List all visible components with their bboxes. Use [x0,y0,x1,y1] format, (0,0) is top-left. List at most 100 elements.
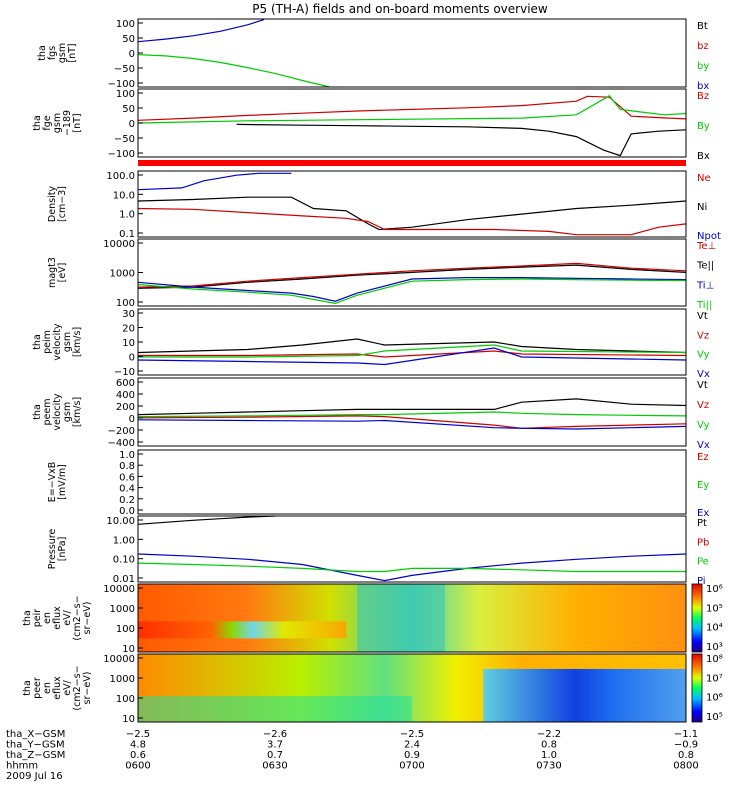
panel-frame [137,170,687,238]
y-tick-label: −50 [114,134,135,145]
legend-by: by [697,61,709,72]
y-tick-label: 100 [116,298,135,309]
y-tick-label: 0 [129,49,135,60]
y-tick-label: 200 [116,402,135,413]
colorbar-label: 10⁶ [706,693,723,704]
legend-Ti||: Ti|| [696,300,712,311]
series-line-Ne [137,207,687,236]
y-axis-label: [mV/m] [57,464,68,500]
xaxis-date: 2009 Jul 16 [6,771,63,782]
colorbar [691,583,703,653]
legend-Vt: Vt [697,311,708,322]
legend-Ez: Ez [697,452,709,463]
y-tick-label: 50 [122,104,135,115]
y-tick-label: −50 [114,64,135,75]
series-line-Bx [236,123,687,157]
y-axis-label: tha [37,45,48,61]
series-line-by [137,54,330,88]
xaxis-value: 0.8 [678,750,694,761]
legend-Vz: Vz [697,330,709,341]
xaxis-value: −1.1 [674,729,698,740]
y-axis-label: peir [32,609,43,628]
y-tick-label: 1.00 [113,535,135,546]
legend-Bt: Bt [697,21,708,32]
y-axis-label: −189 [62,110,73,136]
y-tick-label: 0 [129,353,135,364]
panel-1: 100 50 0 −50 −100 tha fgs gsm [nT] Bt bz by bx [37,18,709,92]
legend-By: By [697,121,710,132]
panel-2: 100 50 0 −50 −100 tha fge gsm −189 [nT] Bz By Bx [32,88,710,162]
series-line-Pe [137,562,686,573]
panel-10: 10⁸ 10⁷ 10⁶ 10⁵ 10000 1000 100 10 tha peer en eflux… [22,653,723,725]
xaxis-row-label: tha_Y−GSM [6,740,65,751]
y-axis-label: tha [32,404,43,420]
electron-spectrogram-low [483,668,686,722]
y-axis-label: Pressure [47,529,58,570]
series-line-Npot [137,172,292,191]
y-tick-label: 400 [116,390,135,401]
legend-bx: bx [697,81,709,92]
y-axis-label: tha [32,334,43,350]
y-tick-label: 0.0 [119,506,135,517]
y-axis-label: (cm2−s− [72,665,83,710]
legend-Te⊥: Te⊥ [696,241,716,252]
xaxis-row-label: tha_X−GSM [6,729,65,740]
series-line-Te⊥ [137,262,687,288]
y-tick-label: 10000 [103,654,135,665]
y-tick-label: 30 [122,309,135,320]
y-axis-label: peer [32,677,43,699]
colorbar-label: 10⁴ [706,623,723,634]
y-tick-label: −100 [108,79,135,90]
y-tick-label: 10000 [103,584,135,595]
panel-8: 10.00 1.00 0.10 0.01 Pressure [nPa] Pt Pb Pe Pi [47,515,709,587]
legend-Ex: Ex [697,508,709,519]
separator-bar [138,160,686,166]
y-tick-label: 10 [122,644,135,655]
y-axis-label: [eV] [57,263,68,283]
y-axis-label: peim [42,330,53,354]
y-tick-label: 1.0 [119,210,135,221]
panel-frame [137,653,687,723]
y-axis-label: E=−VxB [47,462,58,503]
y-axis-label: [nT] [67,43,78,62]
colorbar-label: 10³ [706,642,723,653]
xaxis-value: 3.7 [267,740,283,751]
legend-Pi: Pi [697,576,706,587]
panel-frame [137,18,687,88]
legend-Vy: Vy [697,420,710,431]
series-line-Ni [137,196,687,231]
series-line-Pi [137,553,687,582]
y-axis-label: tha [32,115,43,131]
y-tick-label: 1000 [110,674,135,685]
panel-7: 1.00.80.60.40.20.0 E=−VxB [mV/m] Ez Ey Ex [47,449,709,519]
xaxis-row-label: tha_Z−GSM [6,750,65,761]
ion-spectrogram-gap [357,584,445,652]
legend-Vx: Vx [697,369,710,380]
colorbar-label: 10⁵ [706,603,723,614]
y-axis-label: en [42,682,53,694]
xaxis-value: 0.9 [404,750,420,761]
y-tick-label: 0.2 [119,495,135,506]
y-tick-label: 600 [116,378,135,389]
xaxis-value: −2.6 [263,729,287,740]
y-tick-label: 1.0 [119,450,135,461]
y-tick-label: 0.1 [119,229,135,240]
y-tick-label: 100 [116,694,135,705]
y-tick-label: −10 [114,367,135,378]
series-line-By [137,95,687,124]
colorbar-label: 10⁷ [706,673,723,684]
y-axis-label: eflux [52,676,63,700]
y-axis-label: [km/s] [72,327,83,357]
xaxis-value: 0800 [673,761,698,772]
legend-Pt: Pt [697,518,707,529]
y-axis-label: tha [22,680,33,696]
xaxis-value: 4.8 [130,740,146,751]
panel-4: 10000 1000 100 magt3 [eV] Te⊥ Te|| Ti⊥ Ti|| [47,238,716,311]
y-axis-label: eV/ [62,609,73,625]
series-line-Vx [137,419,687,430]
y-axis-label: sr−eV) [82,672,93,705]
series-line-Vt [137,398,687,416]
y-axis-label: velocity [52,393,63,431]
y-tick-label: 1000 [110,269,135,280]
